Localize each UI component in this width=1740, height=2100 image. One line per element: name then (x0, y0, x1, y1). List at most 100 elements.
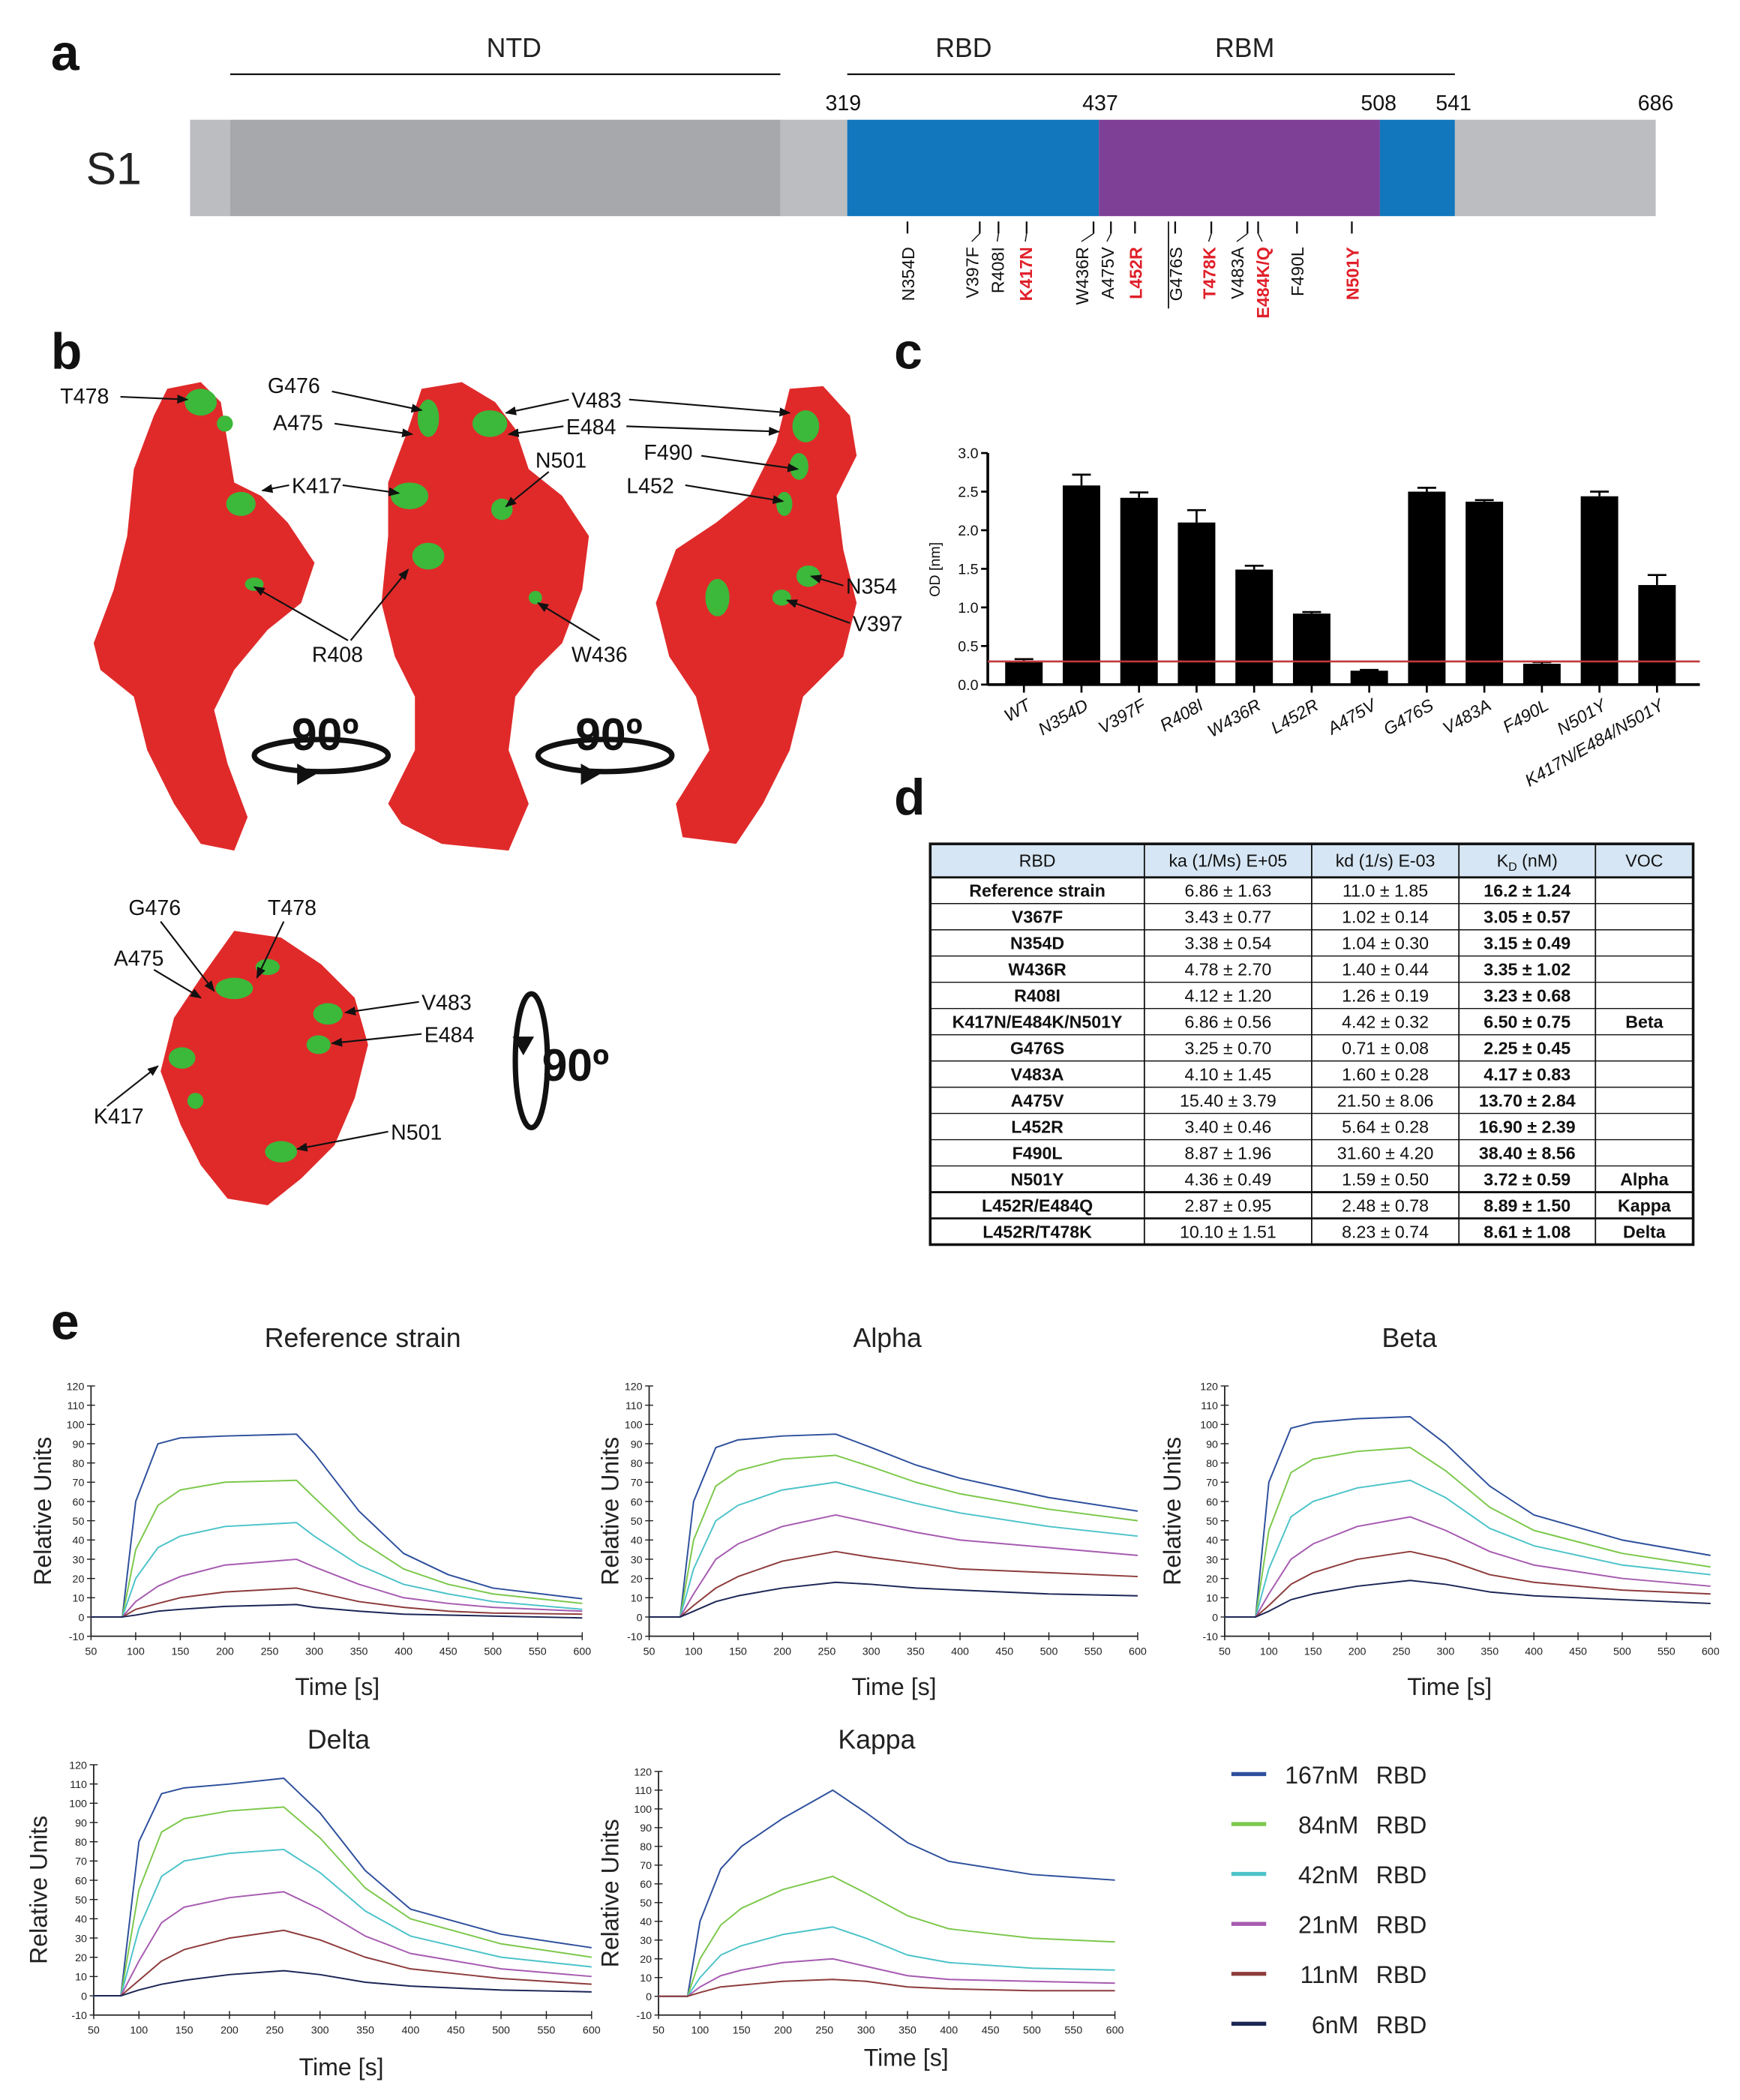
cell-rbd: Reference strain (969, 881, 1106, 901)
residue-label: N501 (536, 449, 586, 473)
residue-label: G476 (268, 374, 320, 398)
cell-ka: 2.87 ± 0.95 (1184, 1196, 1271, 1215)
y-tick-label: 80 (75, 1837, 87, 1849)
y-tick-label: -10 (636, 2010, 652, 2022)
y-tick-label: 60 (1206, 1496, 1218, 1508)
cell-kd: 21.50 ± 8.06 (1337, 1090, 1434, 1110)
x-tick-label: 450 (982, 2025, 1000, 2037)
mutation-site (789, 453, 808, 480)
x-axis-label: Time [s] (299, 2054, 384, 2080)
x-tick-label: 150 (172, 1646, 190, 1658)
mutation-site (187, 1093, 204, 1109)
y-tick-label: 120 (1200, 1381, 1218, 1393)
y-tick-label: 70 (631, 1478, 643, 1490)
y-tick-label: 40 (73, 1535, 85, 1547)
legend-item: 42nM RBD (1231, 1862, 1426, 1888)
cell-kd: 31.60 ± 4.20 (1337, 1143, 1434, 1162)
legend-concentration: 42nM (1298, 1862, 1358, 1888)
y-tick-label: 40 (1206, 1535, 1218, 1547)
x-tick-label: 600 (1702, 1646, 1720, 1658)
mutation-leader-line (971, 232, 980, 242)
legend-unit: RBD (1376, 1762, 1427, 1789)
chart-title: Reference strain (265, 1323, 461, 1353)
mutation-leader-line (1024, 233, 1028, 242)
y-tick-label: 50 (631, 1516, 643, 1528)
series-line-42nm-rbd (93, 1848, 592, 1996)
y-tick-label: 0 (81, 1990, 87, 2002)
x-tick-label: 400 (1525, 1646, 1543, 1658)
protein-surface-view-3 (656, 386, 857, 844)
series-line-6nm-rbd (1224, 1580, 1711, 1618)
cell-kd: 6.50 ± 0.75 (1484, 1012, 1570, 1032)
cell-rbd: L452R (1011, 1117, 1064, 1136)
x-tick-label: 500 (1023, 2025, 1041, 2037)
y-tick-label: 100 (67, 1420, 85, 1432)
bar-f490l (1522, 664, 1561, 685)
column-header-kd: kd (1/s) E-03 (1336, 851, 1436, 871)
residue-label: A475 (114, 947, 164, 971)
cell-kd: 1.59 ± 0.50 (1342, 1169, 1429, 1189)
cell-rbd: N501Y (1011, 1169, 1064, 1189)
cell-rbd: R408I (1014, 986, 1060, 1006)
table-row: L452R/E484Q 2.87 ± 0.95 2.48 ± 0.78 8.89 ± … (982, 1196, 1672, 1215)
protein-surface (381, 382, 590, 851)
cell-ka: 4.12 ± 1.20 (1184, 986, 1271, 1006)
rbd-label: RBD (935, 33, 992, 63)
label-arrow (334, 422, 414, 438)
mutation-site (705, 578, 730, 616)
c-terminal-segment (1454, 119, 1656, 217)
x-tick-label: 50 (652, 2025, 664, 2037)
mutation-site (226, 491, 256, 516)
label-arrow (332, 390, 423, 413)
mutation-label: V397F (963, 247, 982, 298)
x-tick-label: 350 (356, 2025, 374, 2037)
y-tick-label: 20 (631, 1574, 643, 1586)
y-tick-label: 1.0 (958, 600, 978, 616)
x-tick-label: 400 (951, 1646, 969, 1658)
y-tick-label: -10 (71, 2010, 87, 2022)
cell-rbd: V367F (1012, 908, 1063, 927)
cell-ka: 6.86 ± 1.63 (1184, 881, 1271, 901)
series-line-167nm-rbd (658, 1789, 1115, 1997)
cell-kd: 3.35 ± 1.02 (1484, 960, 1570, 980)
cell-ka: 10.10 ± 1.51 (1180, 1222, 1276, 1241)
x-tick-label: 200 (1348, 1646, 1366, 1658)
cell-rbd: V483A (1011, 1065, 1064, 1084)
sensorgram-delta: Delta -10 0 10 20 30 40 50 60 70 80 90 100 110 120 50 10… (25, 1725, 600, 2080)
mutation-site (184, 388, 218, 416)
cell-kd: 13.70 ± 2.84 (1479, 1090, 1576, 1110)
x-tick-label: 350 (1480, 1646, 1498, 1658)
x-tick-label: 50 (644, 1646, 656, 1658)
residue-label: K417 (94, 1105, 144, 1129)
header-k: K (1497, 851, 1509, 871)
table-row: Reference strain 6.86 ± 1.63 11.0 ± 1.85 16… (969, 881, 1570, 901)
x-tick-label: 400 (394, 1646, 412, 1658)
mutation-label: N501Y (1342, 247, 1362, 300)
y-tick-label: 50 (73, 1516, 85, 1528)
cell-ka: 3.25 ± 0.70 (1184, 1039, 1271, 1058)
mutation-site (412, 542, 445, 570)
x-tick-label: 600 (1106, 2025, 1124, 2037)
y-axis-label: Relative Units (596, 1819, 623, 1967)
table-row: L452R/T478K 10.10 ± 1.51 8.23 ± 0.74 8.61 ±… (982, 1222, 1666, 1241)
x-tick-label: 50 (1219, 1646, 1231, 1658)
bar-w436r (1235, 569, 1274, 685)
cell-ka: 6.86 ± 0.56 (1184, 1012, 1271, 1032)
concentration-legend: 167nM RBD 84nM RBD 42nM RBD 21nM RBD 11nM RBD 6nM R… (1231, 1762, 1427, 2038)
x-tick-label: 550 (529, 1646, 547, 1658)
y-tick-label: 0.5 (958, 638, 978, 655)
bar-n501y (1580, 496, 1618, 685)
residue-label: T478 (60, 385, 109, 409)
mutation-label: T478K (1199, 247, 1219, 299)
y-tick-label: 90 (1206, 1438, 1218, 1450)
mutation-label: F490L (1288, 247, 1307, 296)
column-header-kd-nm: KD (nM) (1497, 851, 1558, 874)
y-axis-label: OD [nm] (927, 542, 944, 597)
cell-kd: 0.71 ± 0.08 (1342, 1039, 1429, 1058)
label-arrow (350, 568, 410, 641)
arrowhead-icon (580, 764, 600, 785)
x-tick-label: 100 (127, 1646, 145, 1658)
label-arrow (685, 484, 784, 505)
series-line-167nm-rbd (649, 1433, 1138, 1618)
mutation-leader-line (1236, 232, 1248, 242)
